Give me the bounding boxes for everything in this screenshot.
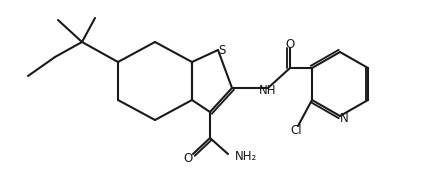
Text: O: O bbox=[184, 151, 192, 165]
Text: NH: NH bbox=[259, 84, 277, 96]
Text: Cl: Cl bbox=[290, 123, 302, 137]
Text: NH₂: NH₂ bbox=[235, 151, 257, 163]
Text: S: S bbox=[218, 44, 226, 56]
Text: N: N bbox=[340, 111, 349, 125]
Text: O: O bbox=[285, 38, 295, 50]
